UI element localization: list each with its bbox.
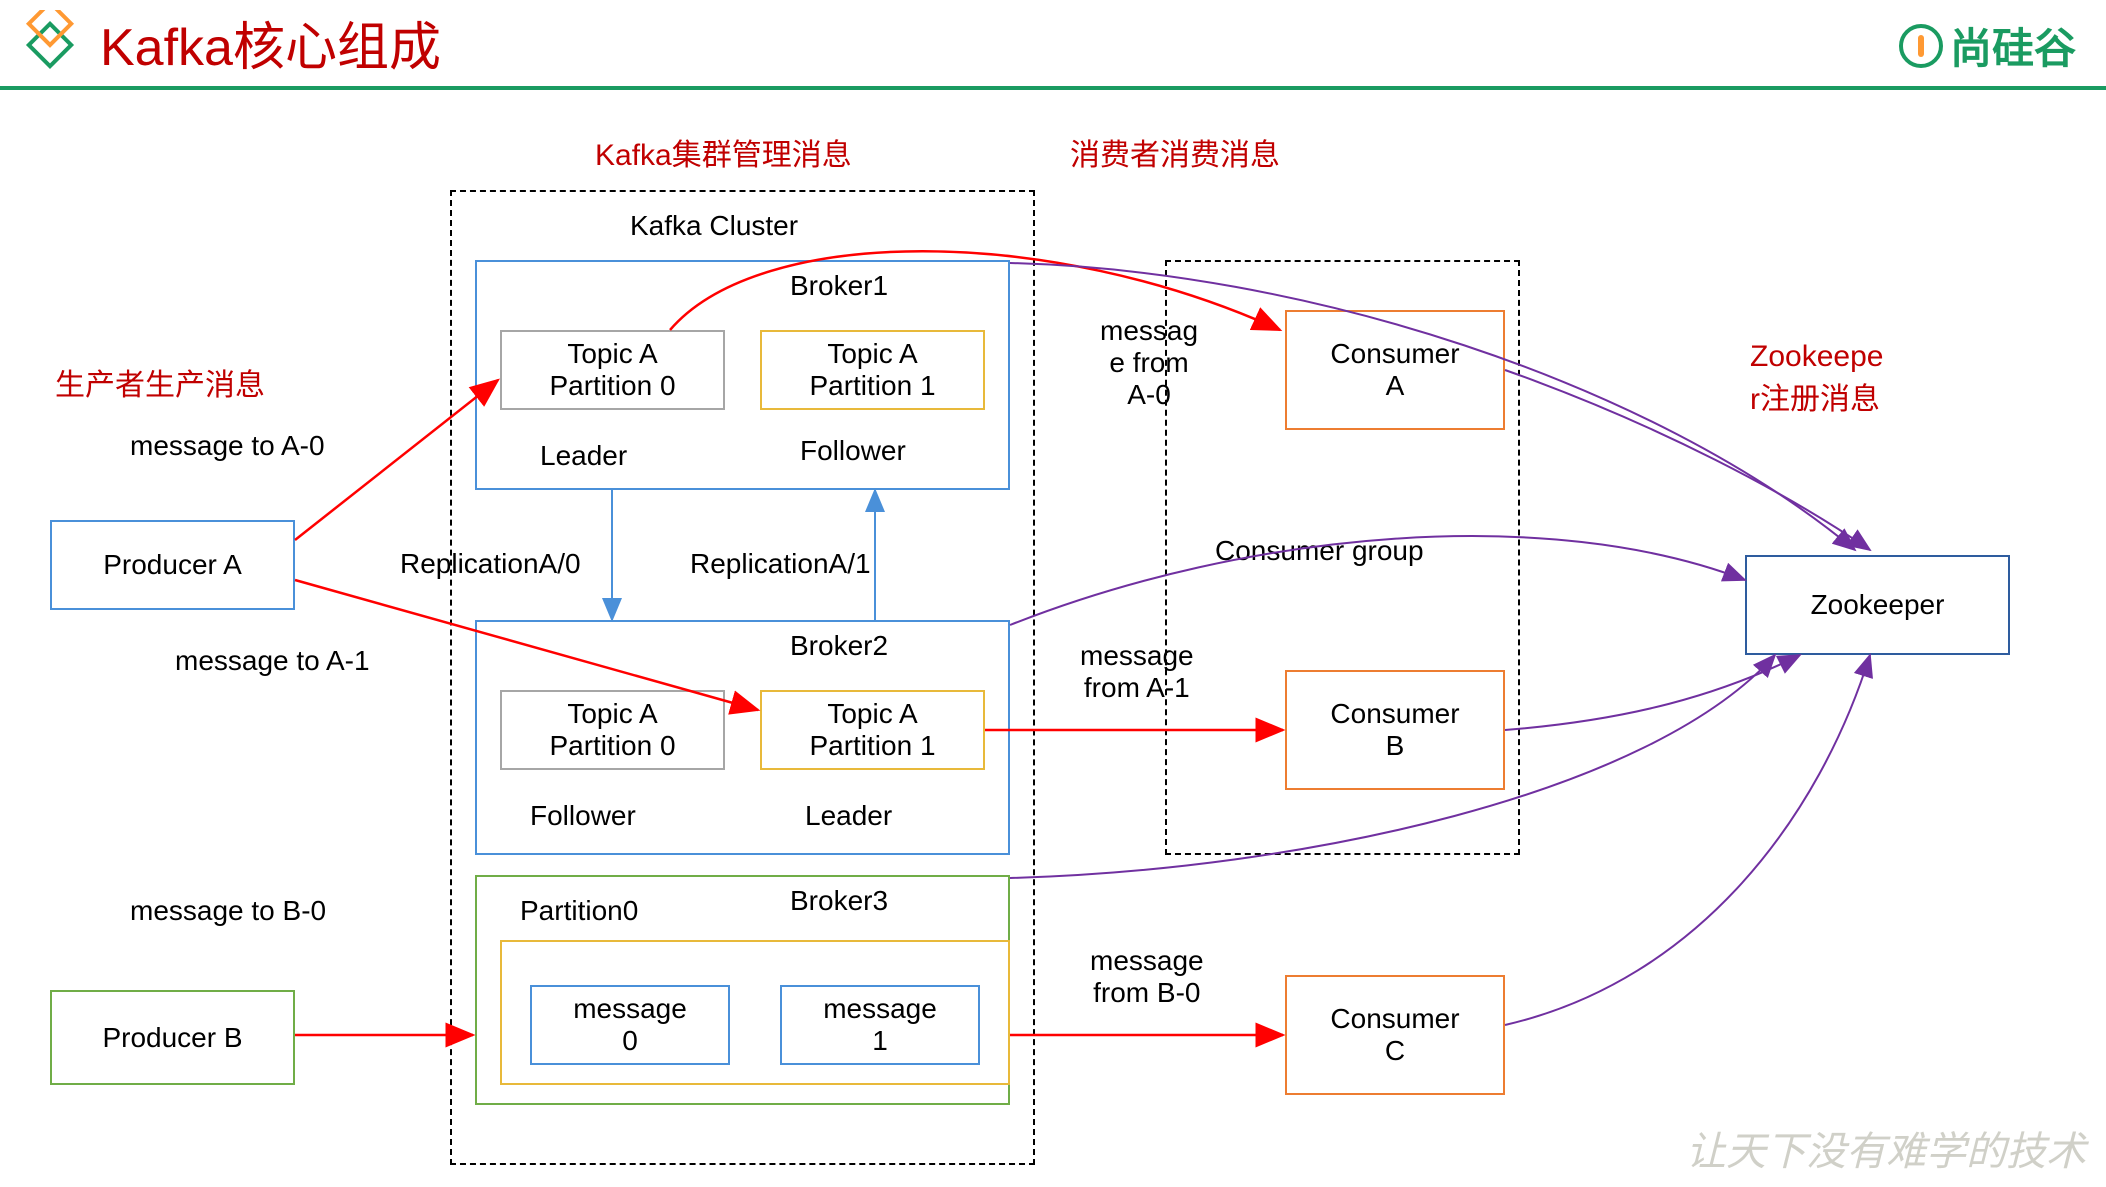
- cluster-section-title: Kafka集群管理消息: [595, 130, 852, 174]
- producer-section-title: 生产者生产消息: [55, 360, 265, 404]
- header-rule: [0, 86, 2106, 90]
- consumer-group-label: Consumer group: [1215, 535, 1424, 567]
- message-from-a1-label: message from A-1: [1080, 640, 1194, 704]
- message-from-b0-label: message from B-0: [1090, 945, 1204, 1009]
- broker1-role0: Leader: [540, 440, 627, 472]
- page-title: Kafka核心组成: [100, 5, 441, 80]
- broker2-partition0: Topic A Partition 0: [500, 690, 725, 770]
- producer-b-box: Producer B: [50, 990, 295, 1085]
- broker3-message0: message 0: [530, 985, 730, 1065]
- broker3-message1: message 1: [780, 985, 980, 1065]
- broker1-partition0: Topic A Partition 0: [500, 330, 725, 410]
- message-to-a1-label: message to A-1: [175, 645, 370, 677]
- message-to-a0-label: message to A-0: [130, 430, 325, 462]
- broker2-role1: Leader: [805, 800, 892, 832]
- broker1-partition1: Topic A Partition 1: [760, 330, 985, 410]
- zookeeper-section-title: Zookeepe r注册消息: [1750, 340, 1883, 418]
- kafka-cluster-label: Kafka Cluster: [630, 210, 798, 242]
- broker1-title: Broker1: [790, 270, 888, 302]
- brand-text: 尚硅谷: [1950, 15, 2076, 76]
- zookeeper-box: Zookeeper: [1745, 555, 2010, 655]
- brand-icon-left: [15, 10, 85, 80]
- arrow-cc-to-zk: [1505, 655, 1870, 1025]
- arrow-cb-to-zk: [1505, 655, 1800, 730]
- consumer-c-box: Consumer C: [1285, 975, 1505, 1095]
- broker3-partition-label: Partition0: [520, 895, 638, 927]
- replication-a1-label: ReplicationA/1: [690, 548, 871, 580]
- broker2-title: Broker2: [790, 630, 888, 662]
- message-from-a0-label: messag e from A-0: [1100, 315, 1198, 411]
- message-to-b0-label: message to B-0: [130, 895, 326, 927]
- consumer-section-title: 消费者消费消息: [1070, 130, 1280, 174]
- broker2-role0: Follower: [530, 800, 636, 832]
- consumer-a-box: Consumer A: [1285, 310, 1505, 430]
- brand-logo-right: 尚硅谷: [1898, 15, 2076, 76]
- broker3-title: Broker3: [790, 885, 888, 917]
- broker2-partition1: Topic A Partition 1: [760, 690, 985, 770]
- producer-a-box: Producer A: [50, 520, 295, 610]
- watermark-text: 让天下没有难学的技术: [1686, 1119, 2086, 1177]
- replication-a0-label: ReplicationA/0: [400, 548, 581, 580]
- consumer-b-box: Consumer B: [1285, 670, 1505, 790]
- broker1-role1: Follower: [800, 435, 906, 467]
